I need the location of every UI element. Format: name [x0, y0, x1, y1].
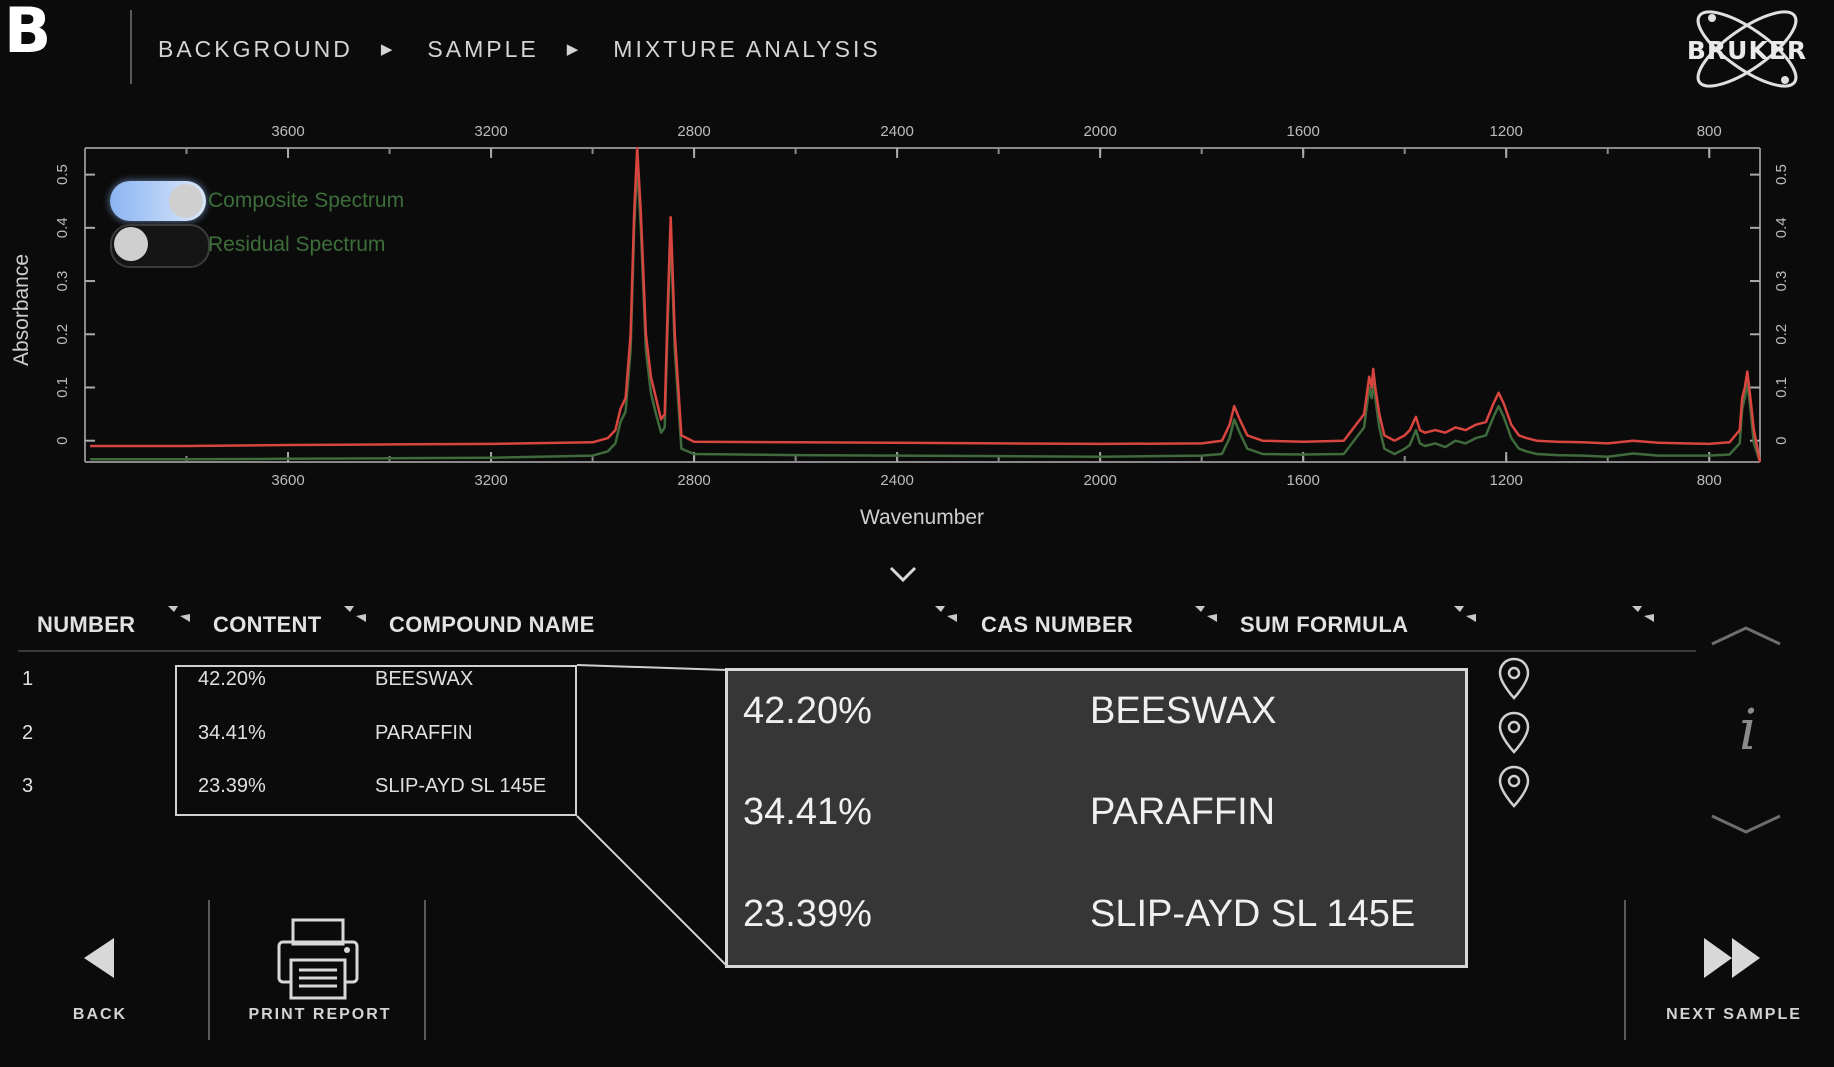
row-3-content: 23.39%: [198, 775, 266, 797]
logo-text: BRUKER: [1686, 36, 1808, 65]
y-tick-label-right: 0: [1773, 437, 1790, 445]
zoom-row-2-name: PARAFFIN: [1090, 791, 1276, 833]
y-tick-label-left: 0.1: [54, 377, 71, 398]
sort-arrows-icon[interactable]: [933, 604, 959, 624]
breadcrumb-mixture-analysis[interactable]: MIXTURE ANALYSIS: [613, 35, 881, 62]
x-tick-label-bottom: 1600: [1286, 472, 1319, 489]
x-tick-label-bottom: 2400: [880, 472, 913, 489]
y-tick-label-left: 0.3: [54, 271, 71, 292]
breadcrumb-sample[interactable]: SAMPLE: [427, 35, 539, 62]
footer-divider: [424, 900, 426, 1040]
header-divider: [130, 10, 132, 84]
header-compound-name[interactable]: COMPOUND NAME: [389, 612, 595, 637]
header-sum-formula[interactable]: SUM FORMULA: [1240, 612, 1409, 637]
composite-spectrum-label: Composite Spectrum: [208, 189, 405, 212]
x-tick-label-top: 2400: [880, 123, 913, 140]
toggle-knob: [114, 227, 148, 261]
chevron-down-icon[interactable]: [885, 562, 921, 586]
highlight-box: [175, 665, 577, 816]
zoom-row-2-content: 34.41%: [743, 791, 872, 833]
y-tick-label-left: 0.2: [54, 324, 71, 345]
zoomed-results-panel: [725, 668, 1468, 968]
x-tick-label-bottom: 3200: [474, 472, 507, 489]
y-tick-label-left: 0.5: [54, 164, 71, 185]
table-header-divider: [18, 650, 1696, 652]
print-report-label: PRINT REPORT: [248, 1006, 392, 1023]
location-pin-icon[interactable]: [1497, 764, 1531, 810]
spectrum-chart[interactable]: 3600 3600 3200 3200 2800 2800 2400 2400 2000 2000…: [0, 110, 1834, 540]
row-2-name[interactable]: PARAFFIN: [375, 722, 473, 744]
zoom-row-1-content: 42.20%: [743, 690, 872, 732]
breadcrumb: BACKGROUND ▶ SAMPLE ▶ MIXTURE ANALYSIS: [158, 34, 881, 64]
y-tick-label-right: 0.2: [1773, 324, 1790, 345]
header-content[interactable]: CONTENT: [213, 612, 322, 637]
row-1-number: 1: [22, 668, 34, 690]
chevron-up-icon[interactable]: [1710, 624, 1782, 648]
x-tick-label-top: 2800: [677, 123, 710, 140]
x-tick-label-top: 1600: [1286, 123, 1319, 140]
atom-orbit-icon: [1696, 10, 1798, 88]
x-axis-label: Wavenumber: [860, 506, 984, 529]
x-tick-label-top: 1200: [1490, 123, 1523, 140]
triangle-right-icon: ▶: [566, 41, 582, 58]
back-button[interactable]: BACK: [40, 930, 160, 1030]
chevron-down-icon[interactable]: [1710, 812, 1782, 836]
sort-arrows-icon[interactable]: [1193, 604, 1219, 624]
x-tick-label-bottom: 2800: [677, 472, 710, 489]
x-tick-label-bottom: 800: [1697, 472, 1722, 489]
back-label: BACK: [72, 1006, 128, 1023]
composite-spectrum-line: [90, 146, 1762, 463]
row-1-name[interactable]: BEESWAX: [375, 668, 474, 690]
row-3-name[interactable]: SLIP-AYD SL 145E: [375, 775, 547, 797]
panel-label: B: [4, 0, 52, 67]
zoom-row-3-content: 23.39%: [743, 893, 872, 935]
x-tick-label-bottom: 3600: [271, 472, 304, 489]
residual-spectrum-toggle[interactable]: [110, 224, 210, 268]
zoom-row-1-name: BEESWAX: [1090, 690, 1277, 732]
y-tick-label-right: 0.1: [1773, 377, 1790, 398]
next-sample-label: NEXT SAMPLE: [1666, 1006, 1802, 1023]
info-icon[interactable]: i: [1739, 698, 1757, 763]
sort-arrows-icon[interactable]: [166, 604, 192, 624]
footer-divider: [208, 900, 210, 1040]
y-tick-label-left: 0.4: [54, 217, 71, 238]
header-number[interactable]: NUMBER: [37, 612, 136, 637]
y-axis-label: Absorbance: [10, 254, 33, 366]
triangle-right-icon: ▶: [380, 41, 396, 58]
x-tick-label-top: 2000: [1083, 123, 1116, 140]
y-tick-label-right: 0.3: [1773, 271, 1790, 292]
row-2-number: 2: [22, 722, 34, 744]
row-3-number: 3: [22, 775, 34, 797]
printer-icon: [277, 918, 359, 1000]
row-1-content: 42.20%: [198, 668, 266, 690]
x-tick-label-bottom: 2000: [1083, 472, 1116, 489]
location-pin-icon[interactable]: [1497, 656, 1531, 702]
fast-forward-icon: [1704, 938, 1760, 978]
residual-spectrum-label: Residual Spectrum: [208, 233, 386, 256]
sort-arrows-icon[interactable]: [1452, 604, 1478, 624]
header-cas-number[interactable]: CAS NUMBER: [981, 612, 1134, 637]
back-arrow-icon: [84, 938, 114, 978]
bruker-logo: BRUKER: [1672, 6, 1822, 92]
x-tick-label-bottom: 1200: [1490, 472, 1523, 489]
composite-spectrum-toggle[interactable]: [110, 181, 206, 221]
sort-arrows-icon[interactable]: [1630, 604, 1656, 624]
y-tick-label-right: 0.4: [1773, 217, 1790, 238]
breadcrumb-background[interactable]: BACKGROUND: [158, 35, 353, 62]
zoom-row-3-name: SLIP-AYD SL 145E: [1090, 893, 1416, 935]
footer-divider: [1624, 900, 1626, 1040]
x-tick-label-top: 3200: [474, 123, 507, 140]
row-2-content: 34.41%: [198, 722, 266, 744]
x-tick-label-top: 800: [1697, 123, 1722, 140]
y-tick-label-right: 0.5: [1773, 164, 1790, 185]
sort-arrows-icon[interactable]: [342, 604, 368, 624]
print-report-button[interactable]: PRINT REPORT: [240, 912, 400, 1032]
location-pin-icon[interactable]: [1497, 710, 1531, 756]
toggle-knob: [169, 184, 203, 218]
next-sample-button[interactable]: NEXT SAMPLE: [1660, 930, 1808, 1030]
y-tick-label-left: 0: [54, 437, 71, 445]
x-tick-label-top: 3600: [271, 123, 304, 140]
